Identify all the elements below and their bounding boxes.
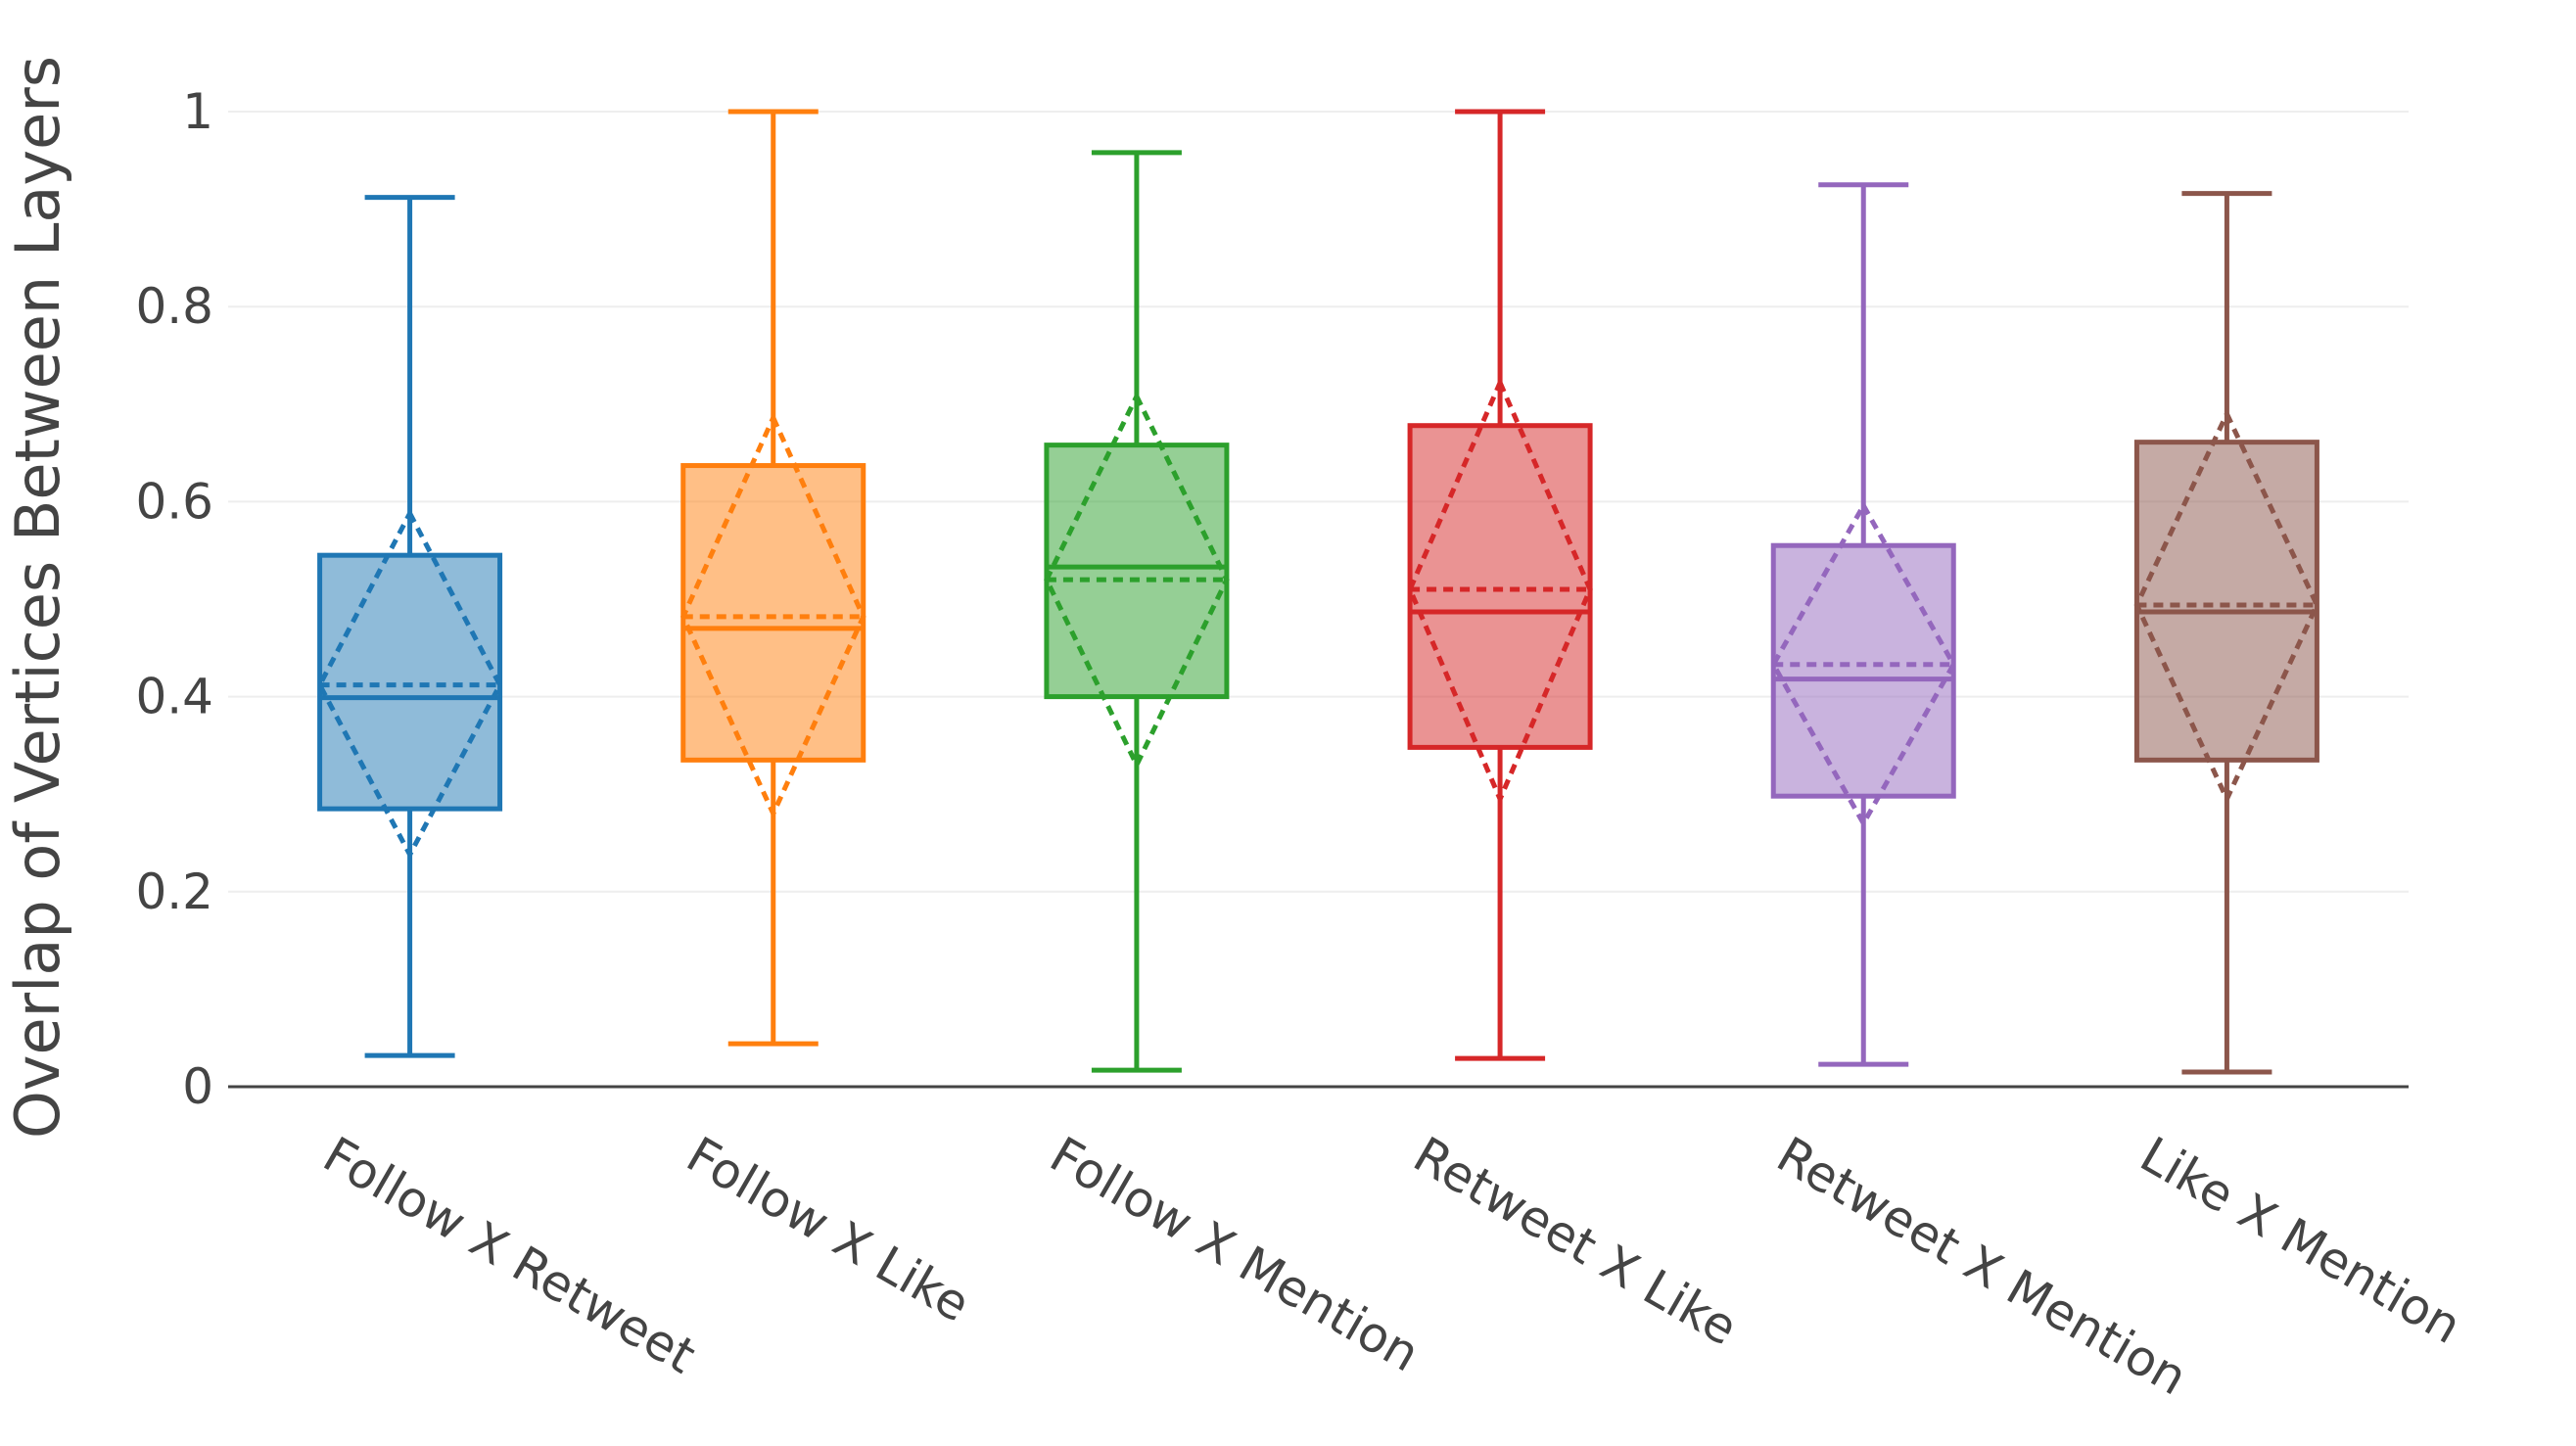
- box-4: [1770, 182, 1957, 1067]
- boxes: [316, 109, 2320, 1075]
- sd-diamond: [680, 411, 866, 820]
- sd-diamond: [316, 507, 503, 861]
- sd-diamond: [1044, 391, 1230, 771]
- y-axis-title: Overlap of Vertices Between Layers: [2, 56, 73, 1139]
- x-tick-label: Retweet X Mention: [1767, 1126, 2196, 1406]
- box-5: [2133, 191, 2320, 1075]
- box-1: [680, 109, 866, 1047]
- y-tick-label: 0.4: [135, 669, 213, 725]
- y-tick-label: 0: [182, 1058, 213, 1115]
- iqr-box: [1407, 423, 1593, 750]
- y-tick-label: 0.6: [135, 473, 213, 530]
- iqr-box: [2133, 440, 2319, 763]
- y-tick-label: 0.8: [135, 278, 213, 335]
- sd-diamond: [2133, 407, 2320, 806]
- box-3: [1407, 109, 1593, 1061]
- iqr-box: [680, 463, 866, 763]
- iqr-box: [1770, 542, 1956, 799]
- gridlines: [228, 111, 2409, 893]
- iqr-box: [1044, 443, 1230, 700]
- y-tick-labels: 0 0.2 0.4 0.6 0.8 1: [135, 83, 213, 1115]
- box-2: [1044, 150, 1230, 1073]
- y-tick-label: 1: [182, 83, 213, 140]
- iqr-box: [317, 552, 503, 812]
- x-tick-label: Like X Mention: [2131, 1126, 2470, 1355]
- y-tick-label: 0.2: [135, 863, 213, 920]
- x-tick-label: Follow X Mention: [1041, 1126, 1429, 1382]
- x-tick-label: Retweet X Like: [1404, 1126, 1747, 1357]
- sd-diamond: [1770, 500, 1957, 829]
- x-tick-label: Follow X Like: [678, 1126, 979, 1333]
- x-tick-label: Follow X Retweet: [314, 1126, 705, 1384]
- box-0: [316, 195, 503, 1058]
- sd-diamond: [1407, 376, 1593, 806]
